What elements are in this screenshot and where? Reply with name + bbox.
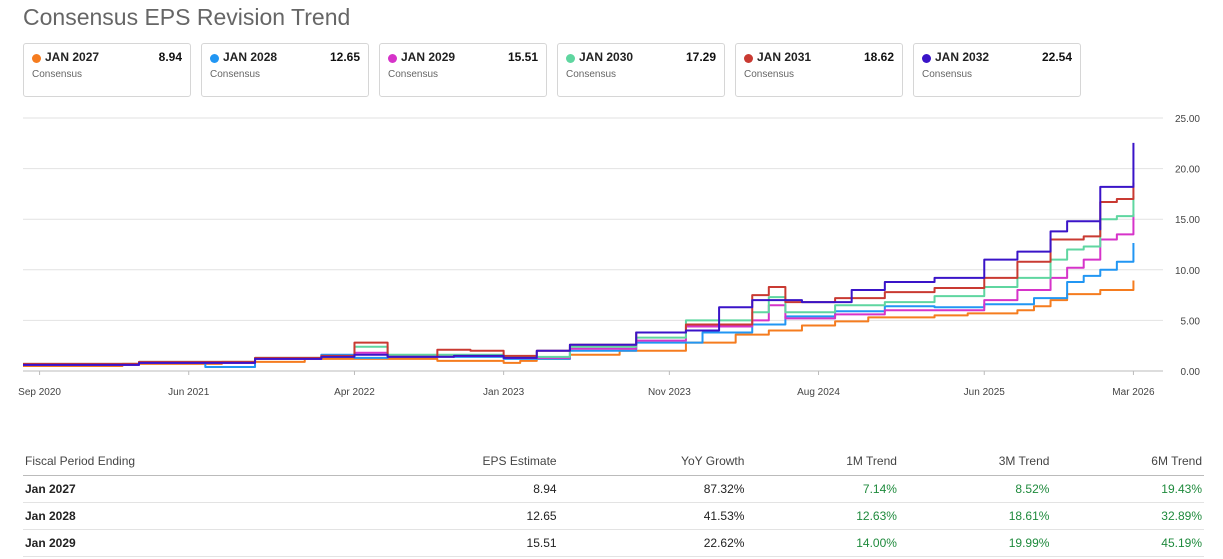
y-tick-label: 15.00 [1175,215,1200,226]
cell-1m-trend: 14.00% [746,529,899,557]
cell-yoy-growth: 87.32% [558,475,747,503]
cell-fiscal-period: Jan 2029 [23,529,342,557]
series-card-jan-2030[interactable]: JAN 2030 17.29 Consensus [557,43,725,97]
series-card-label: JAN 2029 [401,50,456,64]
series-card-value: 18.62 [863,50,894,64]
x-tick-label: Sep 2020 [18,387,61,398]
series-card-value: 22.54 [1041,50,1072,64]
series-card-value: 8.94 [158,50,182,64]
table-row: Jan 2029 15.51 22.62% 14.00% 19.99% 45.1… [23,529,1204,557]
y-tick-label: 10.00 [1175,266,1200,277]
series-card-label: JAN 2028 [223,50,278,64]
series-card-sub: Consensus [744,69,795,80]
series-card-label: JAN 2031 [757,50,812,64]
cell-3m-trend: 8.52% [898,475,1052,503]
cell-3m-trend: 19.99% [898,529,1052,557]
y-tick-label: 5.00 [1181,316,1201,327]
cell-3m-trend: 18.61% [898,502,1052,530]
series-line-jan-2030[interactable] [23,196,1135,365]
cell-6m-trend: 19.43% [1051,475,1204,503]
series-card-sub: Consensus [388,69,439,80]
column-header-6m-trend[interactable]: 6M Trend [1051,447,1204,476]
series-card-sub: Consensus [32,69,83,80]
series-color-dot-icon [566,54,575,63]
eps-estimates-table: Fiscal Period Ending EPS Estimate YoY Gr… [23,447,1204,557]
series-card-sub: Consensus [210,69,261,80]
cell-1m-trend: 12.63% [746,502,899,530]
cell-yoy-growth: 41.53% [558,502,747,530]
series-color-dot-icon [744,54,753,63]
series-card-sub: Consensus [922,69,973,80]
column-header-fiscal-period[interactable]: Fiscal Period Ending [23,447,342,476]
y-tick-label: 0.00 [1181,367,1201,378]
y-tick-label: 20.00 [1175,165,1200,176]
cell-6m-trend: 32.89% [1051,502,1204,530]
series-card-jan-2027[interactable]: JAN 2027 8.94 Consensus [23,43,191,97]
series-card-jan-2032[interactable]: JAN 2032 22.54 Consensus [913,43,1081,97]
x-tick-label: Jun 2021 [168,387,210,398]
column-header-yoy-growth[interactable]: YoY Growth [558,447,747,476]
series-line-jan-2029[interactable] [23,214,1135,366]
x-tick-label: Aug 2024 [797,387,840,398]
series-card-label: JAN 2027 [45,50,100,64]
x-tick-label: Nov 2023 [648,387,691,398]
x-tick-label: Apr 2022 [334,387,375,398]
series-card-label: JAN 2030 [579,50,634,64]
column-header-3m-trend[interactable]: 3M Trend [898,447,1052,476]
cell-eps-estimate: 12.65 [341,502,559,530]
column-header-eps-estimate[interactable]: EPS Estimate [341,447,559,476]
y-tick-label: 25.00 [1175,114,1200,125]
cell-eps-estimate: 8.94 [341,475,559,503]
series-color-dot-icon [32,54,41,63]
series-card-jan-2031[interactable]: JAN 2031 18.62 Consensus [735,43,903,97]
series-card-value: 15.51 [507,50,538,64]
series-card-label: JAN 2032 [935,50,990,64]
x-tick-label: Jan 2023 [483,387,525,398]
cell-6m-trend: 45.19% [1051,529,1204,557]
table-row: Jan 2027 8.94 87.32% 7.14% 8.52% 19.43% [23,475,1204,503]
series-line-jan-2027[interactable] [23,280,1135,367]
page-title: Consensus EPS Revision Trend [23,4,351,30]
table-header-row: Fiscal Period Ending EPS Estimate YoY Gr… [23,447,1204,476]
x-tick-label: Mar 2026 [1112,387,1155,398]
series-color-dot-icon [210,54,219,63]
x-tick-label: Jun 2025 [964,387,1006,398]
series-color-dot-icon [922,54,931,63]
series-card-sub: Consensus [566,69,617,80]
series-card-value: 12.65 [329,50,360,64]
cell-fiscal-period: Jan 2027 [23,475,342,503]
series-card-jan-2029[interactable]: JAN 2029 15.51 Consensus [379,43,547,97]
series-color-dot-icon [388,54,397,63]
cell-fiscal-period: Jan 2028 [23,502,342,530]
series-line-jan-2031[interactable] [23,182,1135,365]
series-card-jan-2028[interactable]: JAN 2028 12.65 Consensus [201,43,369,97]
cell-eps-estimate: 15.51 [341,529,559,557]
eps-revision-line-chart[interactable]: 0.00 5.00 10.00 15.00 20.00 25.00 Sep 2020 Jun … [0,105,1223,405]
cell-yoy-growth: 22.62% [558,529,747,557]
series-card-value: 17.29 [685,50,716,64]
cell-1m-trend: 7.14% [746,475,899,503]
series-line-jan-2032[interactable] [23,142,1135,366]
table-row: Jan 2028 12.65 41.53% 12.63% 18.61% 32.8… [23,502,1204,530]
column-header-1m-trend[interactable]: 1M Trend [746,447,899,476]
